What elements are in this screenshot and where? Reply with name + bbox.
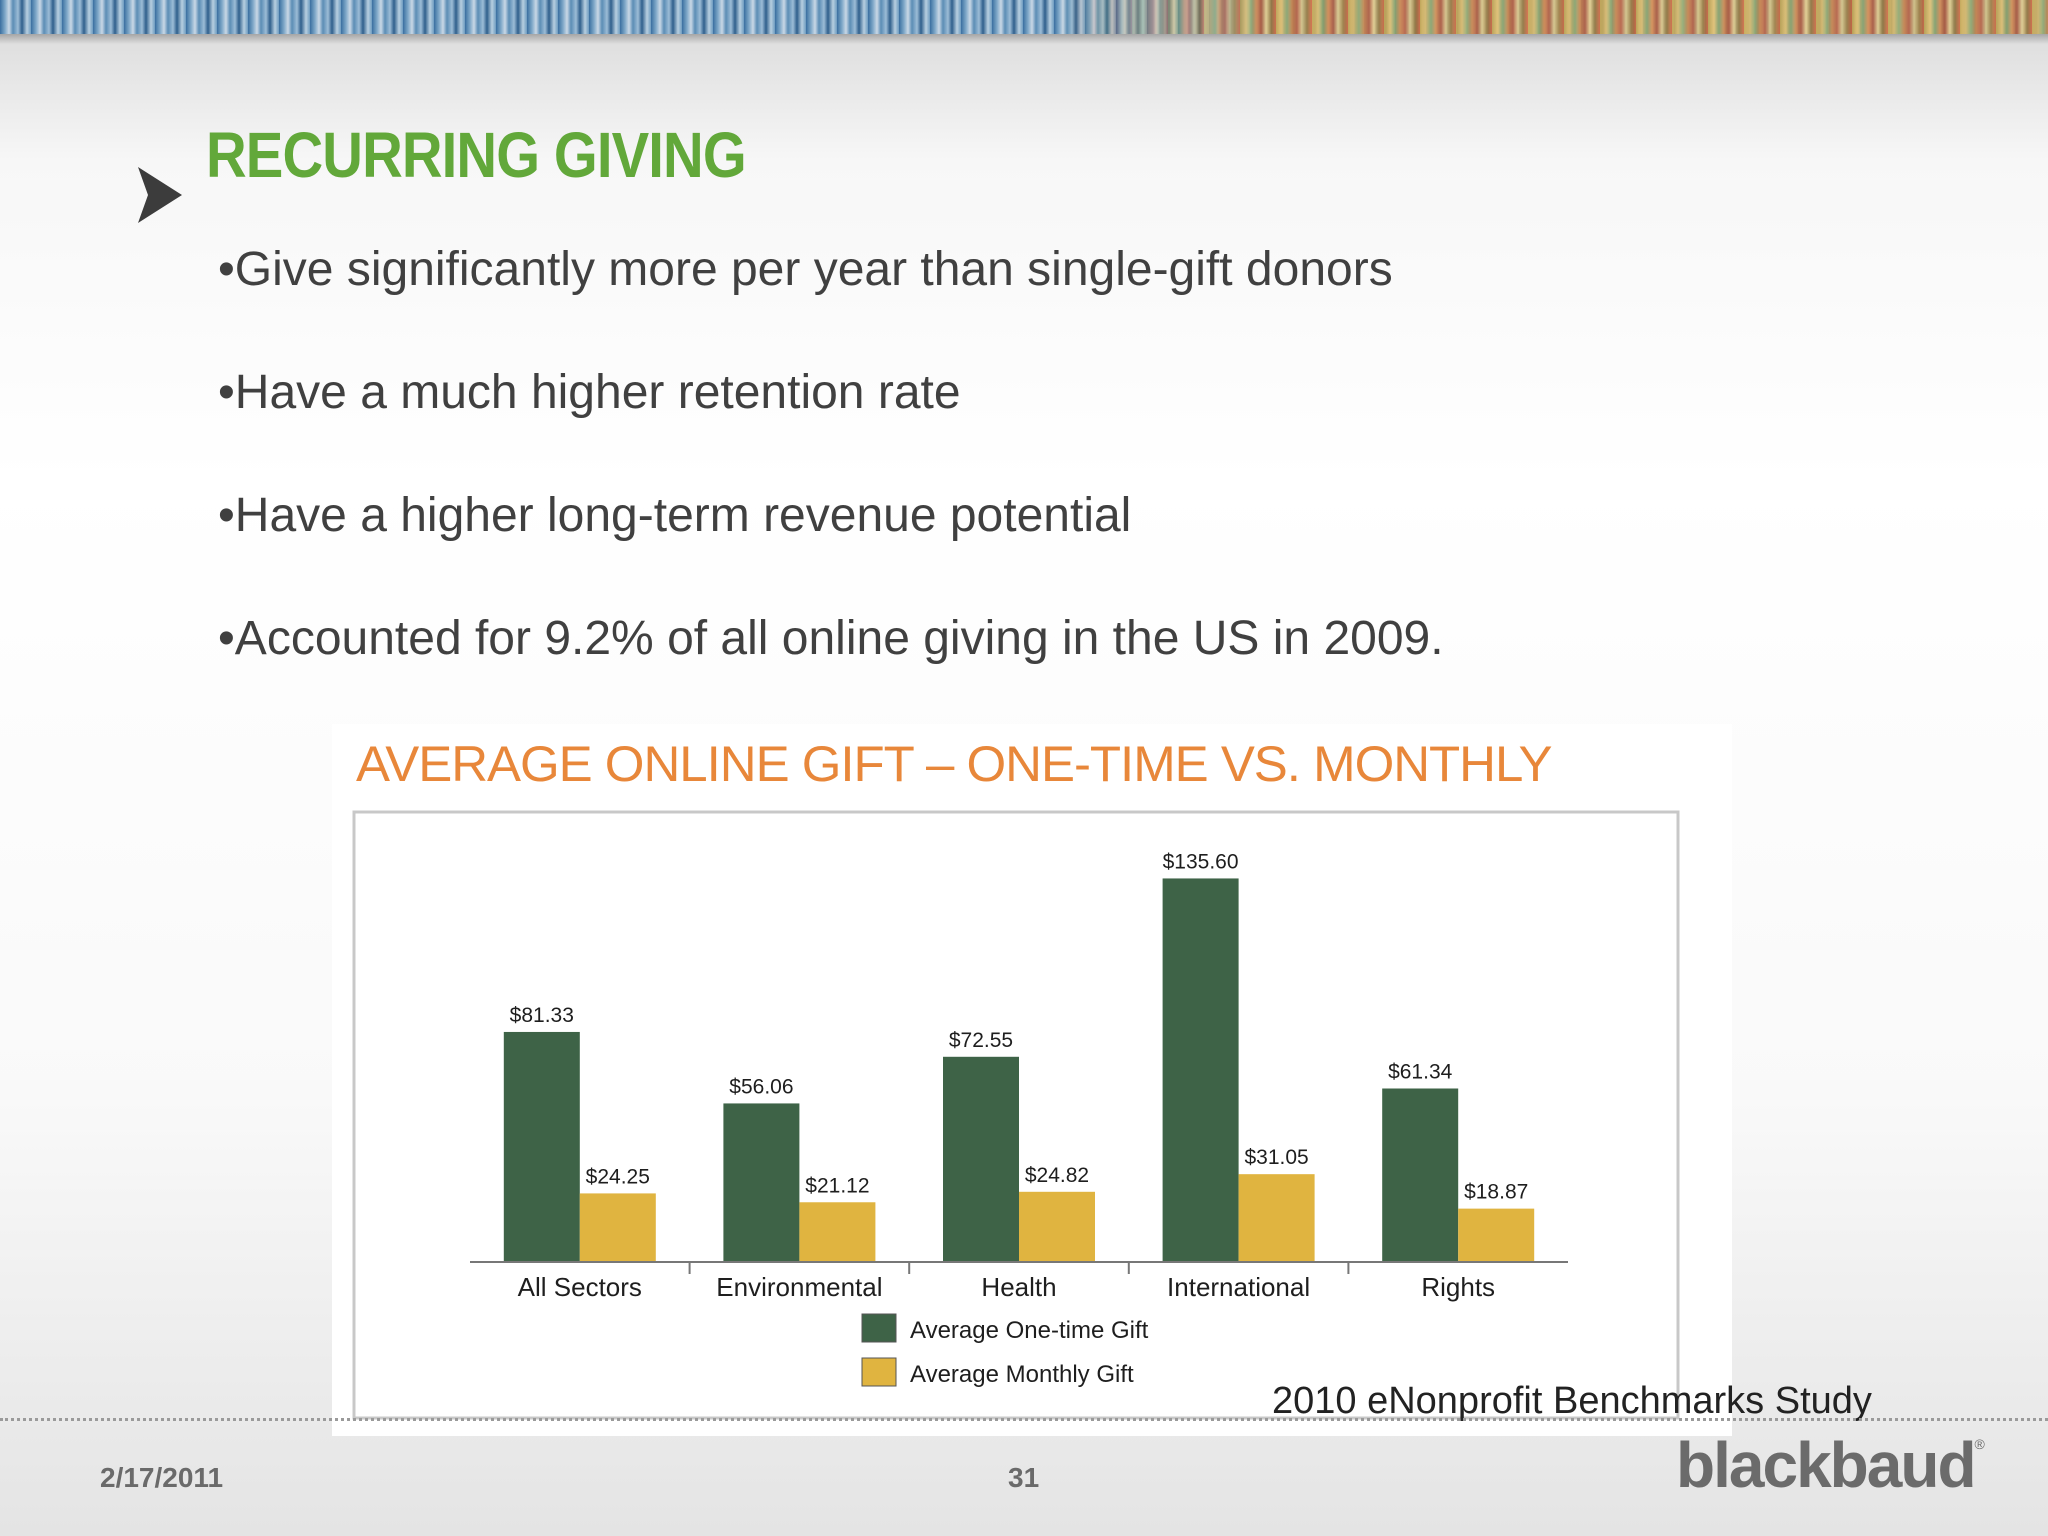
bar-monthly xyxy=(1458,1208,1535,1262)
category-label: All Sectors xyxy=(518,1272,642,1302)
top-stripe-shadow xyxy=(0,34,2048,44)
page-number: 31 xyxy=(1008,1462,1040,1493)
bullet-item: •Accounted for 9.2% of all online giving… xyxy=(218,612,1444,665)
data-label: $21.12 xyxy=(805,1174,869,1197)
category-label: Rights xyxy=(1421,1272,1495,1302)
bar-one-time xyxy=(1382,1088,1459,1262)
bar-monthly xyxy=(799,1202,876,1262)
data-label: $81.33 xyxy=(510,1004,574,1027)
bar-monthly xyxy=(1019,1191,1095,1262)
data-label: $18.87 xyxy=(1464,1181,1528,1204)
source-note: 2010 eNonprofit Benchmarks Study xyxy=(1272,1380,1872,1422)
bullet-item: •Have a much higher retention rate xyxy=(218,366,961,419)
footer-date: 2/17/2011 xyxy=(100,1462,224,1493)
registered-mark: ® xyxy=(1974,1436,1985,1452)
brand-logo-text: blackbaud xyxy=(1676,1429,1977,1501)
data-label: $24.82 xyxy=(1025,1164,1089,1187)
bar-one-time xyxy=(503,1031,580,1262)
footer-divider xyxy=(0,1418,2048,1421)
bullet-item: •Give significantly more per year than s… xyxy=(218,243,1393,296)
data-label: $56.06 xyxy=(729,1075,793,1098)
legend-label: Average One-time Gift xyxy=(910,1317,1149,1344)
bar-monthly xyxy=(579,1193,656,1262)
bar-one-time xyxy=(1162,878,1239,1262)
bullet-list: •Give significantly more per year than s… xyxy=(218,240,1444,732)
data-label: $135.60 xyxy=(1163,850,1239,873)
chart-title: AVERAGE ONLINE GIFT – ONE-TIME VS. MONTH… xyxy=(356,736,1553,792)
legend-label: Average Monthly Gift xyxy=(910,1361,1134,1388)
bullet-item: •Have a higher long-term revenue potenti… xyxy=(218,489,1132,542)
data-label: $24.25 xyxy=(586,1165,650,1188)
chevron-right-icon xyxy=(138,167,182,223)
data-label: $31.05 xyxy=(1244,1146,1308,1169)
slide-title: RECURRING GIVING xyxy=(206,119,747,191)
category-label: International xyxy=(1167,1272,1310,1302)
legend-swatch xyxy=(861,1313,897,1343)
data-label: $72.55 xyxy=(949,1029,1013,1052)
bar-one-time xyxy=(943,1056,1019,1262)
top-decorative-stripe-warm xyxy=(1060,0,2048,34)
category-label: Health xyxy=(981,1272,1056,1302)
data-label: $61.34 xyxy=(1388,1060,1453,1083)
bar-monthly xyxy=(1238,1174,1315,1262)
brand-logo: blackbaud® xyxy=(1676,1428,1985,1502)
legend-swatch xyxy=(861,1357,897,1387)
bar-one-time xyxy=(723,1103,800,1262)
category-label: Environmental xyxy=(716,1272,882,1302)
